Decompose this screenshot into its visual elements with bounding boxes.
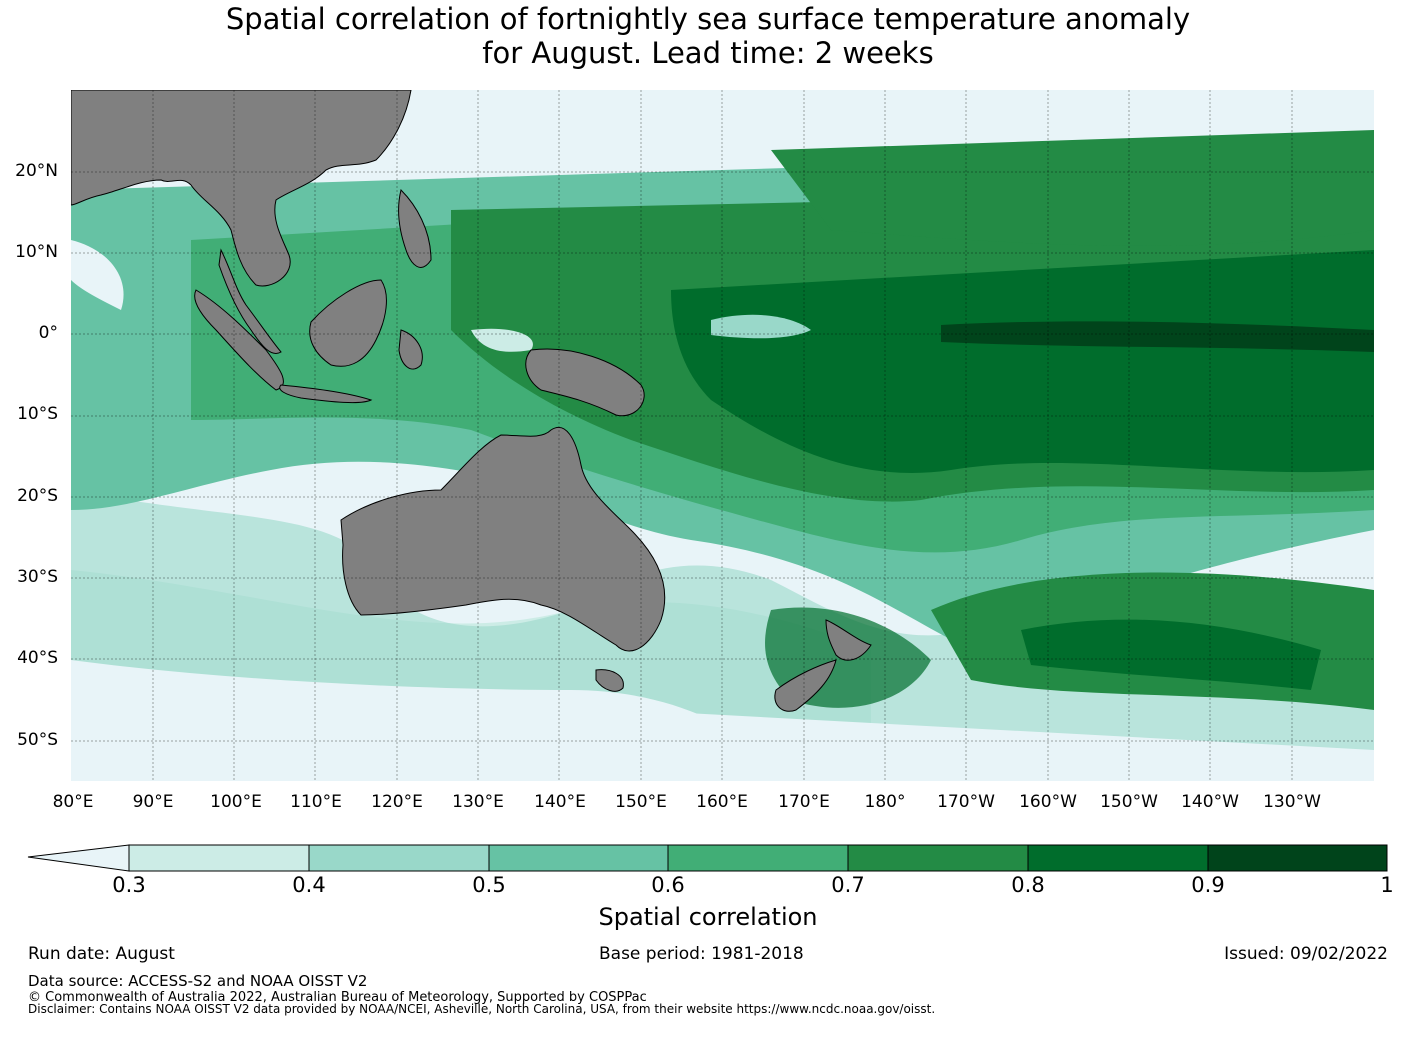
lon-tick: 170°E	[778, 792, 830, 812]
landmass-java	[279, 384, 373, 404]
lat-tick: 0°	[38, 323, 58, 343]
run-date: Run date: August	[28, 944, 175, 964]
lon-tick: 120°E	[371, 792, 423, 812]
copyright: © Commonwealth of Australia 2022, Austra…	[28, 990, 647, 1005]
colorbar-segment	[1208, 845, 1387, 871]
landmass-new-guinea	[525, 348, 645, 417]
lon-tick: 160°W	[1019, 792, 1077, 812]
colorbar-tick: 0.7	[831, 873, 865, 897]
map-canvas	[71, 90, 1374, 781]
lon-tick: 180°	[864, 792, 906, 812]
landmass-sumatra	[194, 289, 284, 391]
colorbar-segment	[1028, 845, 1208, 871]
data-source: Data source: ACCESS-S2 and NOAA OISST V2	[28, 972, 368, 990]
correlation-map	[71, 90, 1374, 781]
lon-tick: 130°E	[452, 792, 504, 812]
lon-tick: 110°E	[290, 792, 342, 812]
colorbar-tick: 0.9	[1191, 873, 1225, 897]
colorbar-tick: 1	[1380, 873, 1394, 897]
correlation-field	[71, 90, 1374, 781]
title-line-1: Spatial correlation of fortnightly sea s…	[225, 2, 1191, 36]
disclaimer: Disclaimer: Contains NOAA OISST V2 data …	[28, 1002, 936, 1016]
land-masses	[71, 90, 872, 712]
colorbar-segment	[848, 845, 1028, 871]
colorbar-tick: 0.8	[1011, 873, 1045, 897]
landmass-nz-north	[825, 619, 872, 661]
landmass-nz-south	[774, 659, 837, 712]
lon-tick: 170°W	[937, 792, 995, 812]
landmass-borneo	[309, 279, 387, 367]
lon-tick: 150°E	[615, 792, 667, 812]
colorbar-segment	[129, 845, 309, 871]
lat-tick: 10°N	[15, 242, 58, 262]
colorbar	[27, 844, 1388, 872]
lat-tick: 30°S	[17, 567, 58, 587]
base-period: Base period: 1981-2018	[599, 944, 804, 964]
lon-tick: 140°W	[1181, 792, 1239, 812]
lon-tick: 160°E	[696, 792, 748, 812]
colorbar-segment	[668, 845, 848, 871]
lat-tick: 10°S	[17, 404, 58, 424]
lat-tick: 40°S	[17, 648, 58, 668]
colorbar-label: Spatial correlation	[598, 903, 818, 931]
colorbar-tick: 0.4	[292, 873, 326, 897]
graticule	[71, 90, 1374, 781]
colorbar-tick: 0.5	[472, 873, 506, 897]
landmass-tasmania	[595, 669, 624, 692]
landmass-malay-peninsula	[218, 248, 282, 354]
lat-tick: 20°S	[17, 486, 58, 506]
colorbar-tick: 0.3	[112, 873, 146, 897]
landmass-philippines	[398, 189, 432, 268]
landmass-sulawesi	[398, 329, 423, 370]
colorbar-segment	[489, 845, 668, 871]
lat-tick: 50°S	[17, 730, 58, 750]
lon-tick: 90°E	[132, 792, 174, 812]
colorbar-under-arrow	[27, 844, 130, 872]
lon-tick: 100°E	[210, 792, 262, 812]
lon-tick: 140°E	[534, 792, 586, 812]
lon-tick: 130°W	[1263, 792, 1321, 812]
landmass-asia	[71, 90, 412, 287]
map-title: Spatial correlation of fortnightly sea s…	[0, 2, 1416, 70]
colorbar-tick: 0.6	[651, 873, 685, 897]
lon-tick: 80°E	[52, 792, 94, 812]
colorbar-segment	[309, 845, 489, 871]
lat-tick: 20°N	[15, 161, 58, 181]
title-line-2: for August. Lead time: 2 weeks	[482, 36, 934, 70]
issued-date: Issued: 09/02/2022	[1224, 944, 1388, 964]
lon-tick: 150°W	[1100, 792, 1158, 812]
landmass-australia	[340, 427, 666, 652]
